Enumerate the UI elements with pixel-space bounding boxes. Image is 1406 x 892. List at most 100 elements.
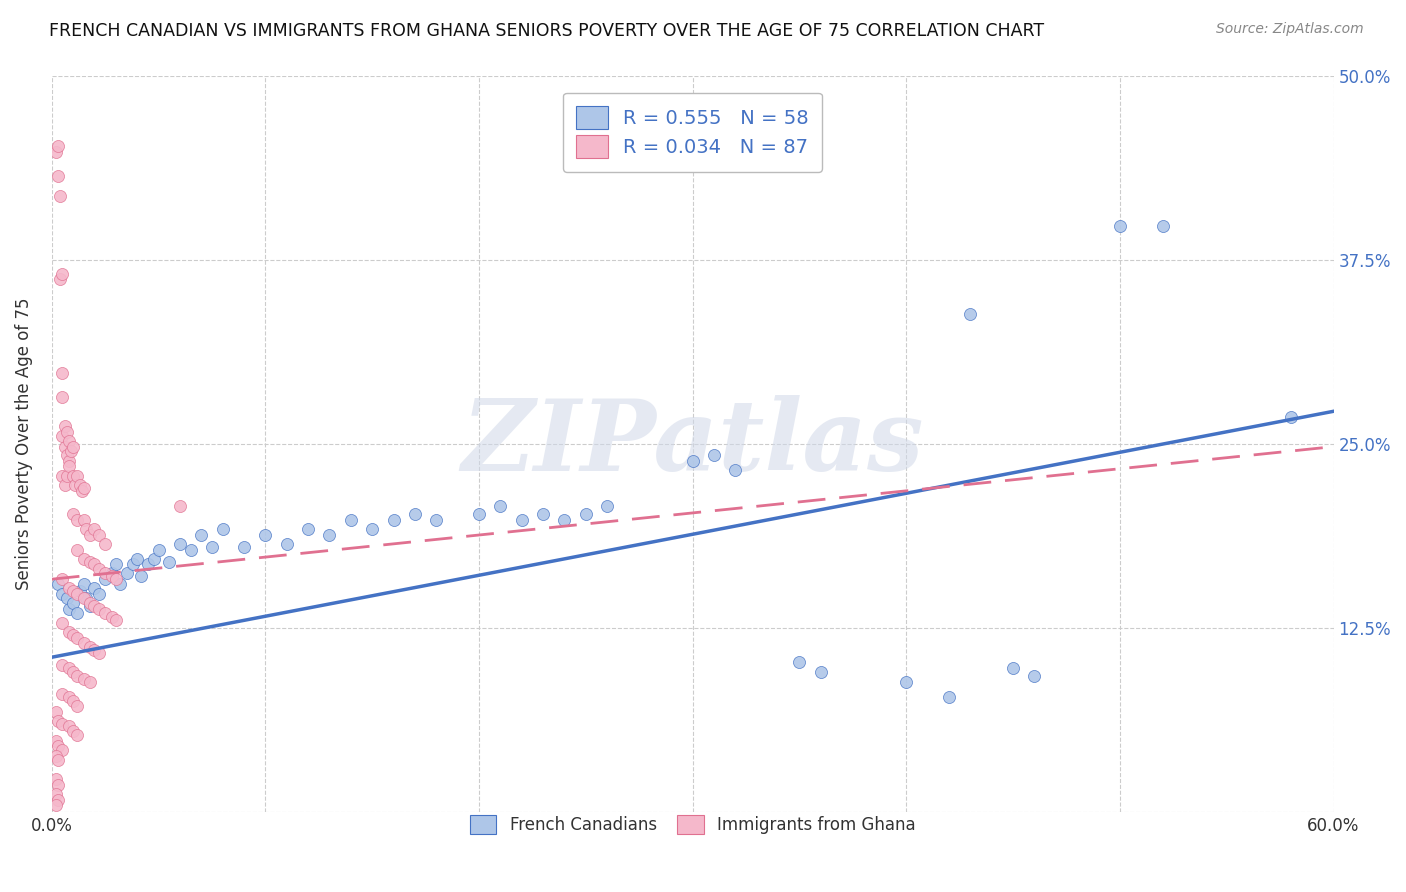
Point	[51, 687, 73, 701]
Point	[896, 675, 918, 690]
Point	[55, 469, 77, 483]
Point	[62, 596, 84, 610]
Point	[425, 513, 447, 527]
Y-axis label: Seniors Poverty Over the Age of 75: Seniors Poverty Over the Age of 75	[15, 297, 32, 590]
Point	[46, 169, 69, 183]
Point	[87, 646, 110, 660]
Point	[127, 551, 149, 566]
Point	[73, 591, 96, 606]
Point	[254, 528, 277, 542]
Point	[169, 499, 191, 513]
Point	[70, 483, 93, 498]
Point	[59, 444, 82, 458]
Point	[73, 576, 96, 591]
Point	[75, 591, 97, 606]
Point	[1002, 660, 1025, 674]
Point	[87, 562, 110, 576]
Point	[58, 625, 80, 640]
Point	[51, 366, 73, 380]
Point	[46, 793, 69, 807]
Point	[83, 643, 105, 657]
Point	[79, 596, 101, 610]
Point	[62, 665, 84, 679]
Point	[104, 558, 127, 572]
Point	[1152, 219, 1174, 233]
Point	[87, 601, 110, 615]
Point	[58, 434, 80, 448]
Point	[55, 425, 77, 439]
Point	[58, 458, 80, 473]
Point	[180, 542, 202, 557]
Point	[510, 513, 533, 527]
Point	[190, 528, 212, 542]
Point	[66, 513, 89, 527]
Point	[51, 716, 73, 731]
Point	[361, 522, 384, 536]
Point	[73, 513, 96, 527]
Point	[79, 599, 101, 613]
Point	[65, 478, 87, 492]
Point	[45, 705, 67, 719]
Point	[100, 566, 122, 581]
Point	[136, 558, 159, 572]
Point	[682, 454, 704, 468]
Point	[73, 481, 96, 495]
Point	[46, 753, 69, 767]
Point	[62, 628, 84, 642]
Point	[51, 587, 73, 601]
Point	[58, 581, 80, 595]
Point	[46, 139, 69, 153]
Point	[58, 601, 80, 615]
Point	[276, 537, 298, 551]
Point	[75, 522, 97, 536]
Point	[382, 513, 405, 527]
Point	[148, 542, 170, 557]
Point	[340, 513, 363, 527]
Point	[87, 587, 110, 601]
Point	[83, 558, 105, 572]
Point	[66, 606, 89, 620]
Point	[46, 778, 69, 792]
Point	[73, 551, 96, 566]
Point	[66, 669, 89, 683]
Point	[489, 499, 512, 513]
Point	[211, 522, 233, 536]
Point	[553, 513, 575, 527]
Point	[62, 469, 84, 483]
Point	[79, 640, 101, 654]
Point	[66, 542, 89, 557]
Point	[318, 528, 340, 542]
Point	[79, 528, 101, 542]
Point	[143, 551, 166, 566]
Point	[62, 723, 84, 738]
Point	[51, 743, 73, 757]
Point	[83, 522, 105, 536]
Point	[94, 566, 117, 581]
Point	[1109, 219, 1132, 233]
Point	[53, 419, 76, 434]
Point	[157, 555, 180, 569]
Point	[45, 797, 67, 812]
Point	[55, 591, 77, 606]
Point	[83, 599, 105, 613]
Point	[79, 555, 101, 569]
Point	[73, 673, 96, 687]
Point	[297, 522, 319, 536]
Point	[94, 537, 117, 551]
Point	[100, 610, 122, 624]
Point	[404, 508, 426, 522]
Point	[789, 655, 811, 669]
Text: ZIPatlas: ZIPatlas	[461, 395, 924, 492]
Point	[131, 569, 153, 583]
Point	[122, 558, 145, 572]
Point	[959, 307, 981, 321]
Point	[46, 739, 69, 753]
Point	[703, 449, 725, 463]
Point	[51, 390, 73, 404]
Point	[66, 587, 89, 601]
Point	[69, 478, 91, 492]
Point	[66, 728, 89, 742]
Point	[62, 440, 84, 454]
Point	[596, 499, 619, 513]
Point	[45, 772, 67, 787]
